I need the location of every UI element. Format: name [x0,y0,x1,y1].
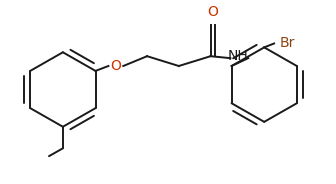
Text: Br: Br [280,36,295,50]
Text: NH: NH [228,49,249,63]
Text: O: O [110,59,121,73]
Text: O: O [207,5,218,19]
